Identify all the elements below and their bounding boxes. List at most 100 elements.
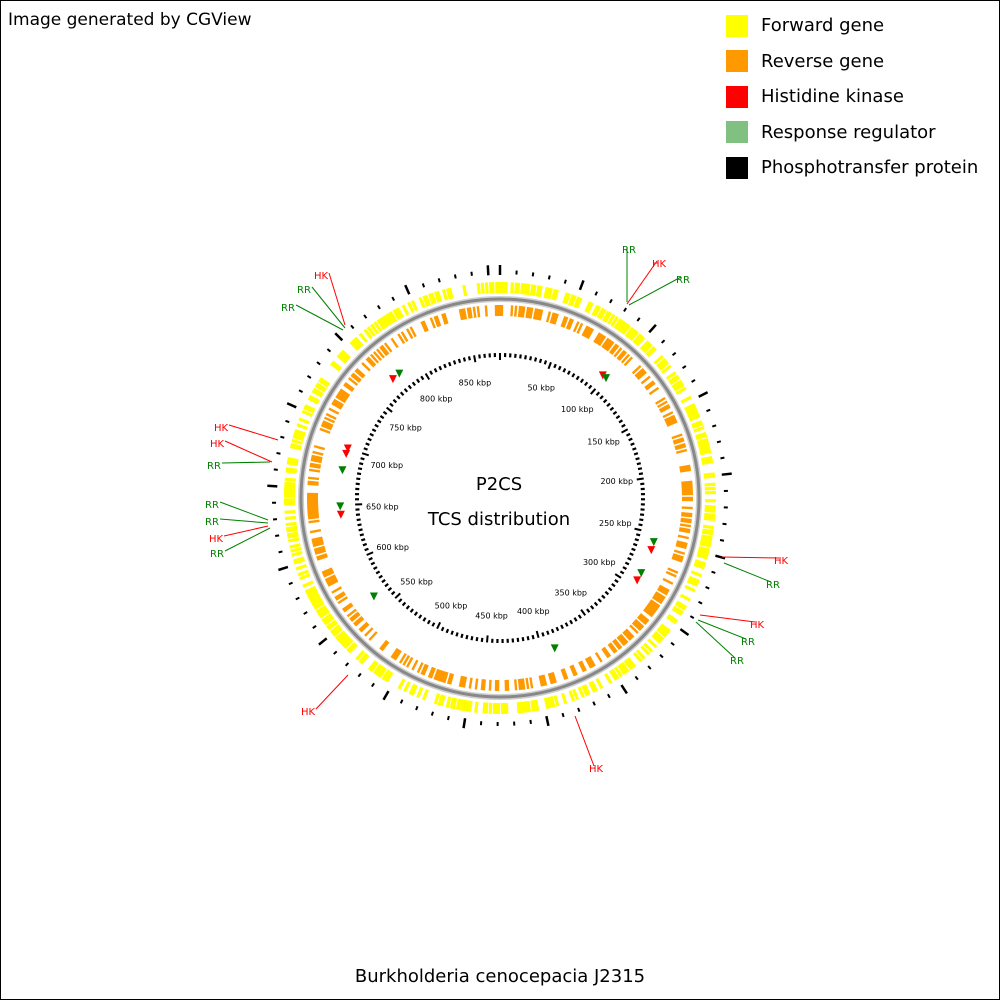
scale-tick <box>604 590 610 596</box>
scale-tick <box>431 622 436 627</box>
scale-tick <box>526 636 530 641</box>
forward-gene-block <box>568 690 576 702</box>
scale-tick <box>588 384 593 390</box>
reverse-gene-block <box>441 313 447 325</box>
forward-gene-block <box>668 374 680 384</box>
reverse-gene-block <box>536 308 542 321</box>
legend-item-response-regulator: Response regulator <box>726 115 978 151</box>
scale-tick <box>632 447 637 451</box>
reverse-gene-block <box>673 549 686 555</box>
forward-gene-block <box>312 387 324 396</box>
forward-gene-block <box>698 445 711 452</box>
reverse-gene-block <box>588 655 596 667</box>
reverse-gene-block <box>651 596 663 605</box>
reverse-gene-block <box>601 647 610 659</box>
forward-gene-block <box>286 459 299 465</box>
scale-tick <box>535 630 540 639</box>
outer-tick <box>462 718 467 729</box>
callout-line <box>311 286 346 329</box>
forward-gene-block <box>520 701 525 713</box>
forward-gene-block <box>621 324 631 335</box>
forward-gene-block <box>553 695 560 707</box>
scale-tick <box>609 406 615 411</box>
outer-tick <box>276 451 281 455</box>
scale-tick <box>606 402 611 408</box>
forward-gene-block <box>366 326 376 337</box>
forward-gene-block <box>688 414 701 422</box>
forward-gene-block <box>433 693 441 705</box>
scale-tick <box>381 578 386 584</box>
reverse-gene-block <box>400 331 409 342</box>
reverse-gene-block <box>521 306 526 318</box>
scale-tick <box>382 410 388 415</box>
forward-gene-block <box>632 652 643 663</box>
reverse-gene-block <box>441 671 447 683</box>
outer-tick <box>285 419 290 424</box>
reverse-gene-block <box>613 347 623 358</box>
scale-label: 850 kbp <box>459 379 492 388</box>
scale-tick <box>357 523 362 527</box>
scale-tick <box>413 611 419 616</box>
forward-gene-block <box>285 521 297 527</box>
reverse-gene-block <box>326 577 338 585</box>
forward-gene-block <box>289 543 301 549</box>
forward-gene-block <box>311 598 323 607</box>
forward-gene-block <box>316 606 328 616</box>
reverse-gene-block <box>618 351 628 362</box>
reverse-gene-block <box>586 656 595 668</box>
forward-gene-block <box>545 697 552 709</box>
forward-gene-block <box>704 514 716 519</box>
forward-gene-block <box>697 441 710 448</box>
reverse-gene-block <box>482 679 486 691</box>
forward-gene-block <box>572 688 580 701</box>
forward-gene-block <box>510 282 515 294</box>
reverse-gene-block <box>335 395 346 404</box>
reverse-gene-block <box>422 320 429 332</box>
reverse-gene-block <box>639 613 650 622</box>
forward-gene-block <box>646 347 658 358</box>
scale-tick <box>362 542 368 547</box>
forward-gene-block <box>658 361 670 371</box>
scale-tick <box>360 538 366 542</box>
outer-tick <box>716 440 722 444</box>
outer-tick <box>303 611 308 615</box>
forward-gene-block <box>449 697 456 709</box>
callout-line <box>295 304 344 331</box>
center-subtitle: TCS distribution <box>427 509 570 530</box>
reverse-gene-block <box>312 450 324 456</box>
forward-gene-block <box>322 614 334 624</box>
reverse-gene-block <box>675 448 688 454</box>
forward-gene-block <box>292 556 305 563</box>
outer-tick <box>721 472 732 476</box>
forward-gene-block <box>699 449 712 456</box>
forward-gene-block <box>387 312 396 324</box>
forward-gene-block <box>610 668 620 680</box>
forward-gene-block <box>675 600 688 609</box>
outer-tick <box>344 662 350 667</box>
callout-line <box>723 562 772 583</box>
reverse-gene-block <box>525 306 530 319</box>
histidine-kinase-callout: HK <box>209 534 224 545</box>
forward-gene-block <box>293 432 305 440</box>
outer-tick <box>682 365 687 370</box>
forward-gene-block <box>688 575 700 584</box>
reverse-gene-block <box>636 616 647 626</box>
outer-tick <box>288 581 293 586</box>
response-regulator-callout: RR <box>741 637 755 648</box>
reverse-gene-block <box>634 367 645 378</box>
outer-tick <box>720 456 725 460</box>
reverse-gene-block <box>551 671 557 684</box>
outer-tick <box>609 298 613 304</box>
reverse-gene-block <box>681 482 693 486</box>
reverse-gene-block <box>655 591 666 600</box>
outer-tick <box>578 280 585 291</box>
scale-tick <box>369 432 375 437</box>
scale-tick <box>370 561 376 566</box>
forward-gene-block <box>284 481 296 486</box>
outer-tick <box>275 534 280 538</box>
histidine-kinase-callout: HK <box>774 556 789 567</box>
forward-gene-block <box>590 680 598 692</box>
scale-tick <box>361 452 370 457</box>
scale-tick <box>557 365 562 371</box>
reverse-gene-block <box>631 621 642 631</box>
